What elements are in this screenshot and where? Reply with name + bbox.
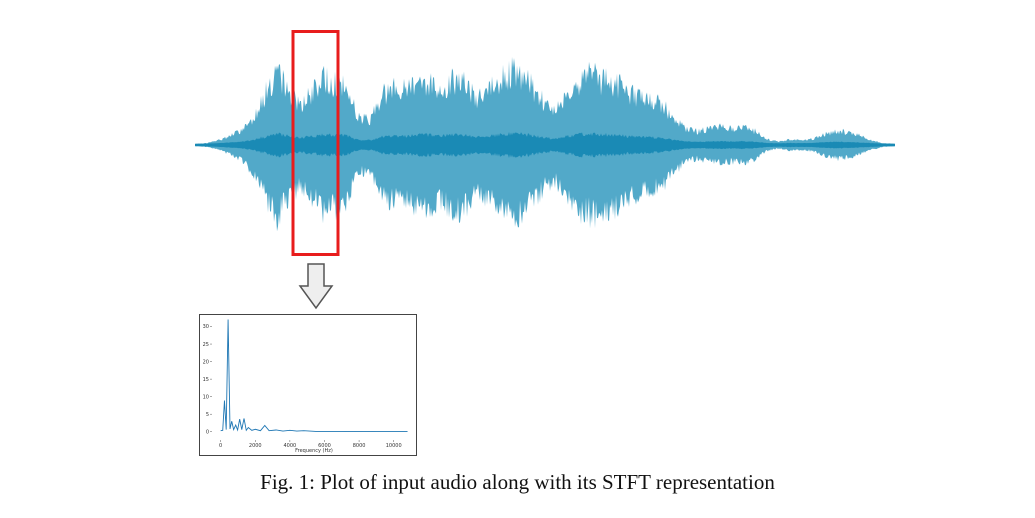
spectrum-line — [220, 319, 408, 433]
x-tick-label: 2000 — [249, 443, 262, 449]
spectrum-axes: 0 5 10 15 20 25 30 0 2000 4000 6000 8000 10000 — [203, 324, 402, 449]
figure-caption: Fig. 1: Plot of input audio along with i… — [260, 470, 775, 494]
stft-window-highlight-box — [291, 30, 340, 256]
x-tick-label: 0 — [219, 443, 222, 449]
stft-spectrum-plot: 0 5 10 15 20 25 30 0 2000 4000 6000 8000 10000 Frequ… — [199, 314, 417, 456]
y-tick-label: 30 — [203, 324, 209, 330]
y-tick-label: 0 — [206, 429, 209, 435]
x-tick-label: 6000 — [318, 443, 331, 449]
x-tick-label: 10000 — [386, 443, 402, 449]
waveform-area — [195, 56, 895, 232]
y-tick-label: 20 — [203, 359, 209, 365]
audio-waveform-plot — [195, 30, 895, 256]
y-tick-label: 5 — [206, 412, 209, 418]
x-axis-label: Frequency (Hz) — [295, 448, 333, 454]
x-tick-label: 4000 — [284, 443, 297, 449]
spectrum-frame — [199, 314, 417, 456]
x-tick-label: 8000 — [353, 443, 366, 449]
y-tick-label: 10 — [203, 394, 209, 400]
y-tick-label: 15 — [203, 377, 209, 383]
y-tick-label: 25 — [203, 342, 209, 348]
stft-spectrum-panel: 0 5 10 15 20 25 30 0 2000 4000 6000 8000 10000 Frequ… — [199, 314, 417, 456]
down-arrow-icon — [298, 263, 334, 310]
